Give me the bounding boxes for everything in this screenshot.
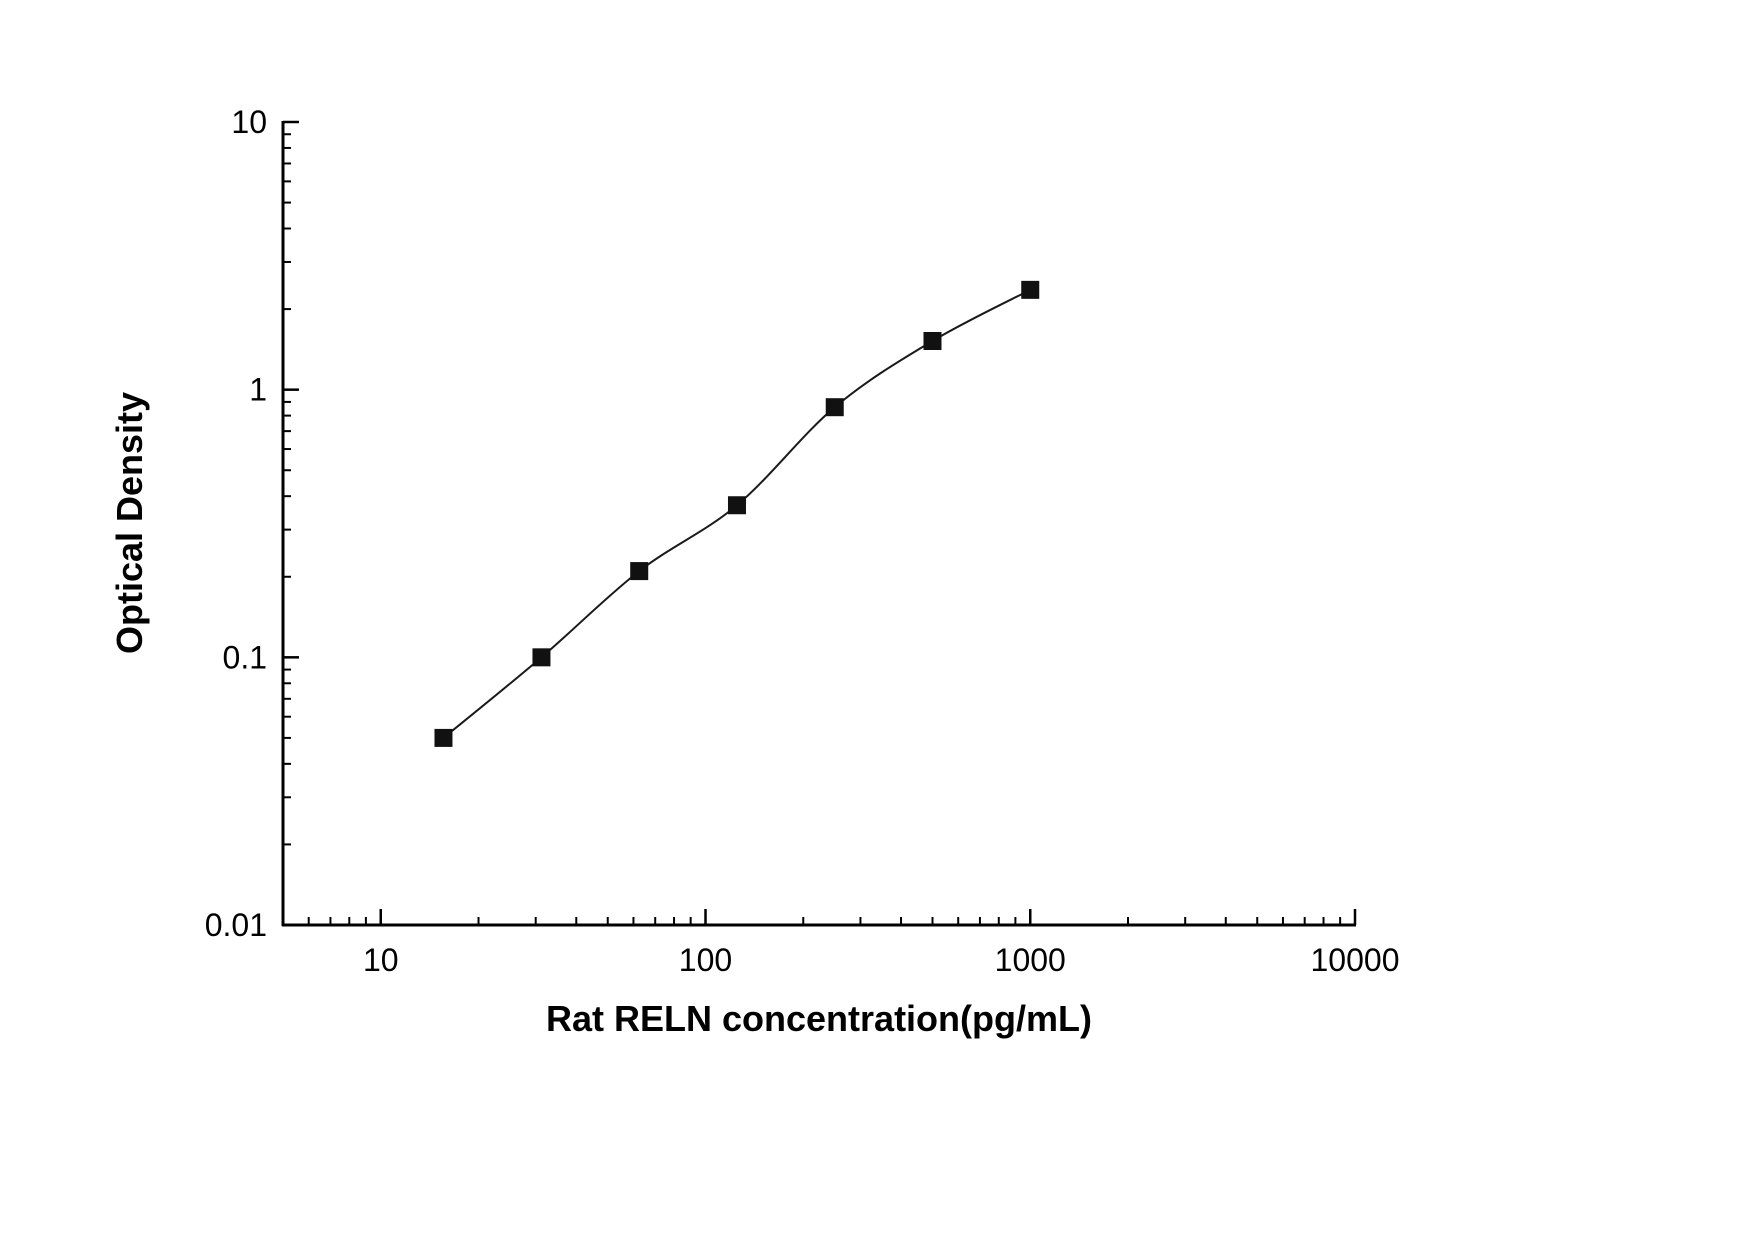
data-point-marker bbox=[923, 331, 942, 350]
data-point-marker bbox=[1021, 280, 1040, 299]
y-tick-label: 10 bbox=[231, 104, 267, 140]
x-tick-label: 1000 bbox=[995, 942, 1066, 978]
x-tick-label: 10000 bbox=[1311, 942, 1400, 978]
x-axis-label: Rat RELN concentration(pg/mL) bbox=[546, 998, 1092, 1039]
data-point-marker bbox=[825, 398, 844, 417]
y-axis-label: Optical Density bbox=[109, 391, 150, 655]
x-tick-label: 10 bbox=[363, 942, 399, 978]
y-tick-label: 0.1 bbox=[223, 639, 267, 675]
y-tick-label: 0.01 bbox=[205, 907, 267, 943]
data-point-marker bbox=[532, 648, 551, 667]
data-point-marker bbox=[630, 562, 649, 581]
y-tick-label: 1 bbox=[249, 372, 267, 408]
x-tick-label: 100 bbox=[679, 942, 732, 978]
data-point-marker bbox=[434, 728, 453, 747]
data-point-marker bbox=[727, 496, 746, 515]
